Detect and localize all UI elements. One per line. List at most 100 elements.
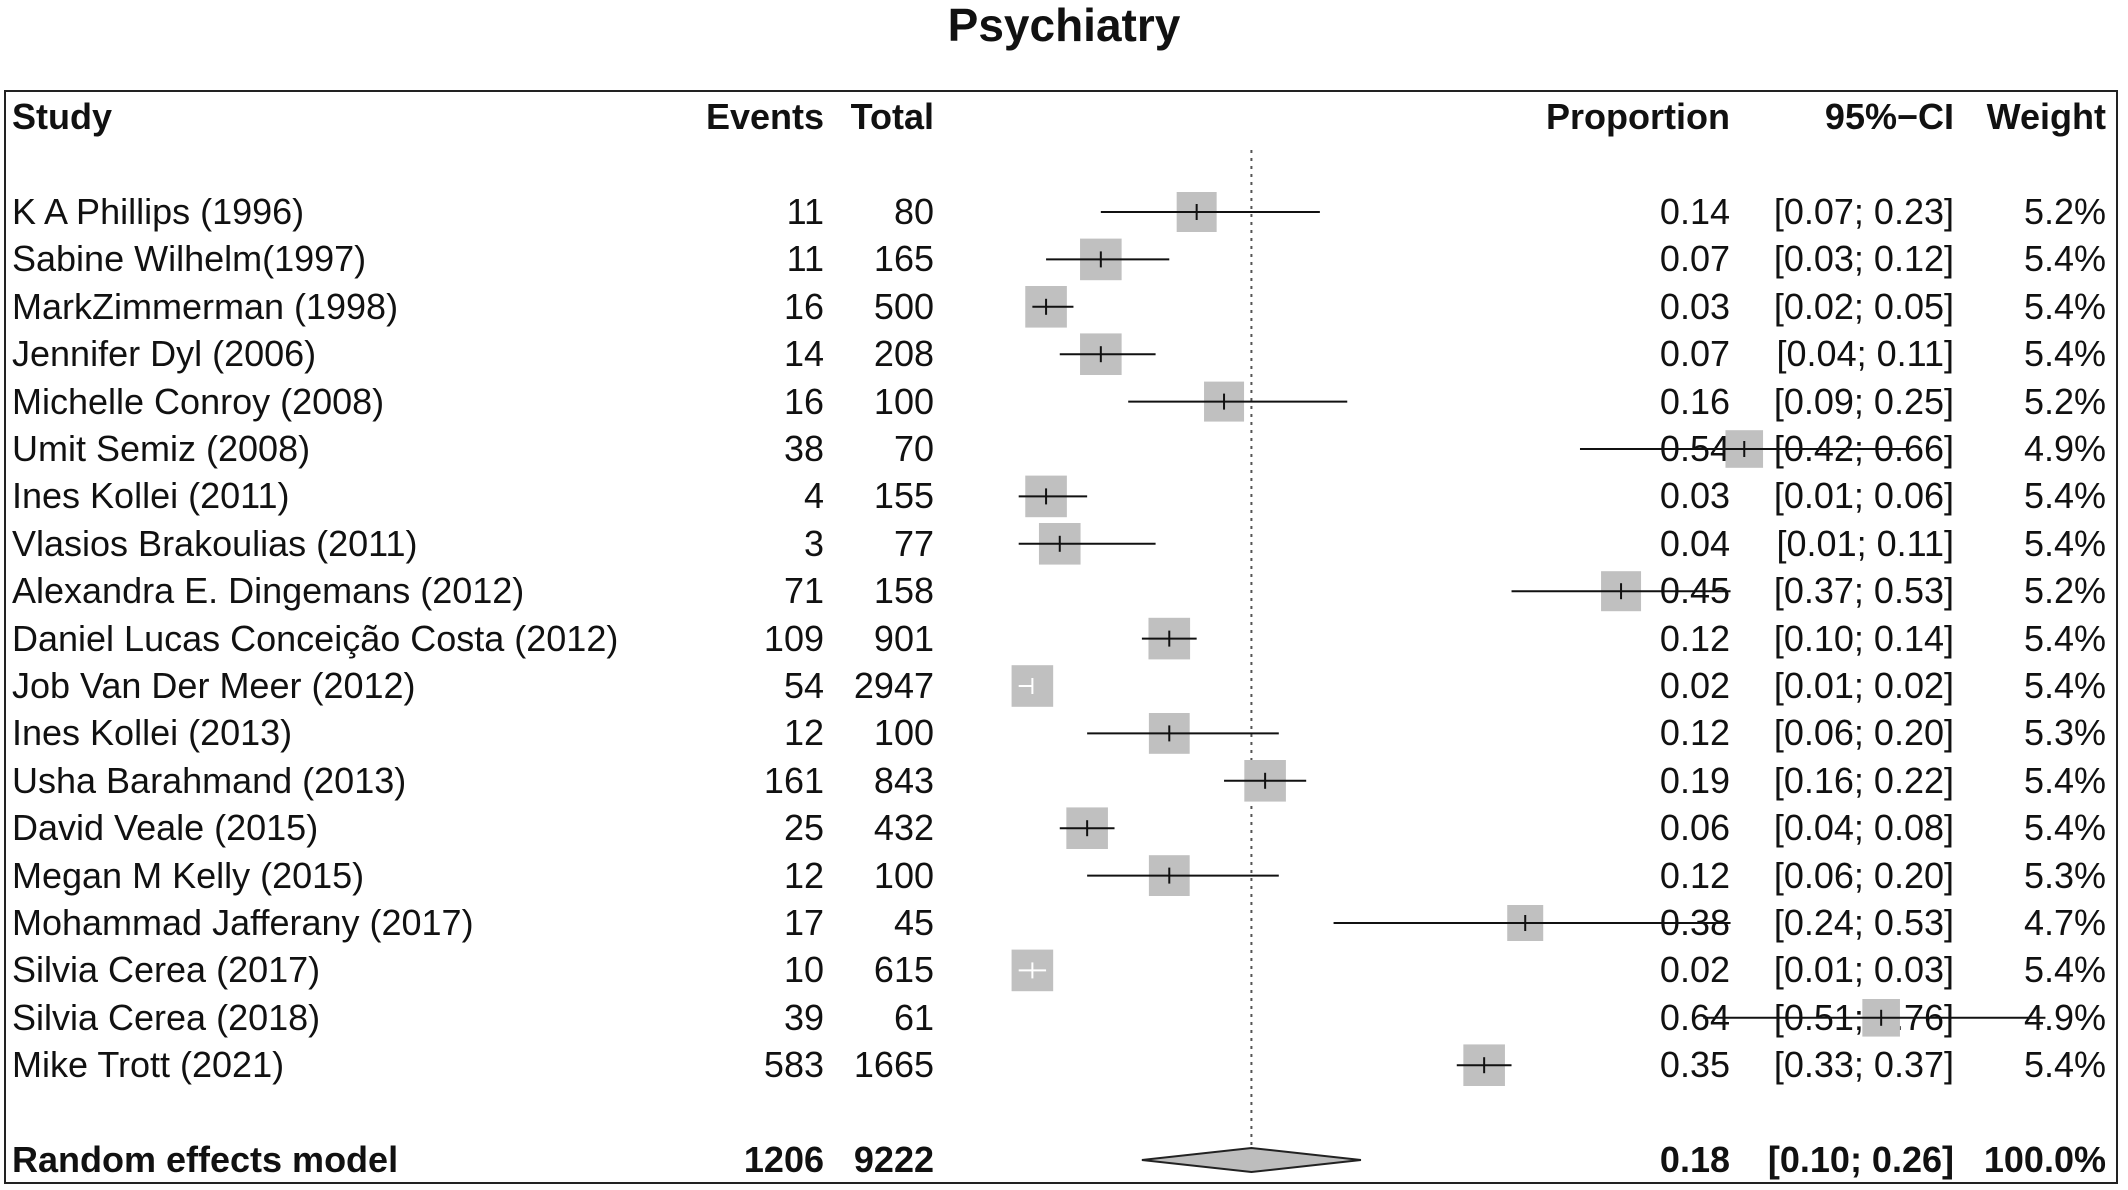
- study-total: 208: [873, 333, 934, 375]
- header-ci: 95%−CI: [1824, 96, 1954, 137]
- study-ci: [0.37; 0.53]: [1773, 570, 1954, 612]
- study-weight: 5.3%: [2023, 854, 2106, 896]
- study-ci: [0.01; 0.11]: [1776, 522, 1954, 564]
- study-ci: [0.33; 0.37]: [1773, 1044, 1954, 1086]
- study-ci: [0.07; 0.23]: [1773, 191, 1954, 232]
- study-total: 2947: [853, 665, 934, 706]
- study-total: 615: [873, 949, 934, 991]
- pooled-diamond: [1141, 1146, 1362, 1174]
- study-proportion: 0.35: [1659, 1044, 1730, 1086]
- study-events: 12: [783, 712, 824, 754]
- study-events: 4: [803, 475, 824, 517]
- study-total: 100: [873, 854, 934, 896]
- study-weight: 5.4%: [2023, 949, 2106, 991]
- study-weight: 5.4%: [2023, 522, 2106, 564]
- study-proportion: 0.16: [1659, 380, 1730, 422]
- study-name: Random effects model: [12, 1139, 399, 1180]
- study-events: 583: [763, 1044, 824, 1086]
- study-total: 500: [873, 285, 934, 327]
- study-name: Mike Trott (2021): [12, 1044, 285, 1086]
- header-study: Study: [12, 96, 113, 137]
- study-name: Daniel Lucas Conceição Costa (2012): [12, 617, 619, 659]
- study-ci: [0.03; 0.12]: [1773, 238, 1954, 280]
- study-ci: [0.06; 0.20]: [1773, 712, 1954, 754]
- study-total: 61: [893, 996, 934, 1038]
- study-total: 155: [873, 475, 934, 517]
- study-ci: [0.01; 0.06]: [1773, 475, 1954, 517]
- study-name: Michelle Conroy (2008): [12, 380, 385, 422]
- study-events: 10: [783, 949, 824, 991]
- study-events: 11: [786, 191, 824, 232]
- study-total: 100: [873, 380, 934, 422]
- study-proportion: 0.03: [1659, 285, 1730, 327]
- header-proportion: Proportion: [1546, 96, 1730, 137]
- study-name: Silvia Cerea (2018): [12, 996, 321, 1038]
- study-weight: 5.4%: [2023, 238, 2106, 280]
- study-ci: [0.09; 0.25]: [1773, 380, 1954, 422]
- study-name: Vlasios Brakoulias (2011): [12, 522, 418, 564]
- study-weight: 5.2%: [2023, 570, 2106, 612]
- study-events: 11: [786, 238, 824, 280]
- study-events: 25: [783, 807, 824, 849]
- header-events: Events: [705, 96, 824, 137]
- study-name: MarkZimmerman (1998): [12, 285, 399, 327]
- study-weight: 4.9%: [2023, 428, 2106, 469]
- study-name: Jennifer Dyl (2006): [12, 333, 317, 375]
- study-weight: 5.4%: [2023, 285, 2106, 327]
- study-events: 1206: [743, 1139, 824, 1180]
- study-ci: [0.10; 0.14]: [1773, 617, 1954, 659]
- header-total: Total: [850, 96, 934, 137]
- forest-plot-frame: [4, 90, 2118, 1184]
- study-events: 39: [783, 996, 824, 1038]
- study-ci: [0.16; 0.22]: [1773, 759, 1954, 801]
- study-weight: 4.7%: [2023, 902, 2106, 943]
- study-total: 165: [873, 238, 934, 280]
- study-weight: 100.0%: [1983, 1139, 2106, 1180]
- study-proportion: 0.07: [1659, 333, 1730, 375]
- study-weight: 5.4%: [2023, 759, 2106, 801]
- study-proportion: 0.03: [1659, 475, 1730, 517]
- study-total: 1665: [853, 1044, 934, 1086]
- study-total: 901: [873, 617, 934, 659]
- study-name: Job Van Der Meer (2012): [12, 665, 416, 706]
- study-events: 14: [783, 333, 824, 375]
- study-ci: [0.04; 0.08]: [1773, 807, 1954, 849]
- study-events: 109: [763, 617, 824, 659]
- study-total: 80: [893, 191, 934, 232]
- study-proportion: 0.18: [1659, 1139, 1730, 1180]
- study-weight: 5.4%: [2023, 1044, 2106, 1086]
- study-name: Mohammad Jafferany (2017): [12, 902, 474, 943]
- study-name: Ines Kollei (2011): [12, 475, 290, 517]
- study-name: David Veale (2015): [12, 807, 319, 849]
- study-proportion: 0.14: [1659, 191, 1730, 232]
- study-events: 17: [783, 902, 824, 943]
- study-name: Sabine Wilhelm(1997): [12, 238, 367, 280]
- study-name: K A Phillips (1996): [12, 191, 305, 232]
- study-name: Alexandra E. Dingemans (2012): [12, 570, 525, 612]
- study-total: 77: [893, 522, 934, 564]
- study-weight: 5.3%: [2023, 712, 2106, 754]
- study-ci: [0.24; 0.53]: [1773, 902, 1954, 943]
- study-name: Umit Semiz (2008): [12, 428, 311, 469]
- study-total: 100: [873, 712, 934, 754]
- study-total: 158: [873, 570, 934, 612]
- study-events: 16: [783, 380, 824, 422]
- study-total: 843: [873, 759, 934, 801]
- study-weight: 5.4%: [2023, 807, 2106, 849]
- study-proportion: 0.06: [1659, 807, 1730, 849]
- study-proportion: 0.12: [1659, 617, 1730, 659]
- study-total: 45: [893, 902, 934, 943]
- study-events: 161: [763, 759, 824, 801]
- study-proportion: 0.12: [1659, 854, 1730, 896]
- study-events: 71: [783, 570, 824, 612]
- study-proportion: 0.02: [1659, 665, 1730, 706]
- study-weight: 5.4%: [2023, 333, 2106, 375]
- study-ci: [0.01; 0.03]: [1773, 949, 1954, 991]
- study-ci: [0.06; 0.20]: [1773, 854, 1954, 896]
- study-events: 38: [783, 428, 824, 469]
- study-ci: [0.02; 0.05]: [1773, 285, 1954, 327]
- study-ci: [0.04; 0.11]: [1776, 333, 1954, 375]
- study-weight: 5.2%: [2023, 380, 2106, 422]
- study-weight: 5.2%: [2023, 191, 2106, 232]
